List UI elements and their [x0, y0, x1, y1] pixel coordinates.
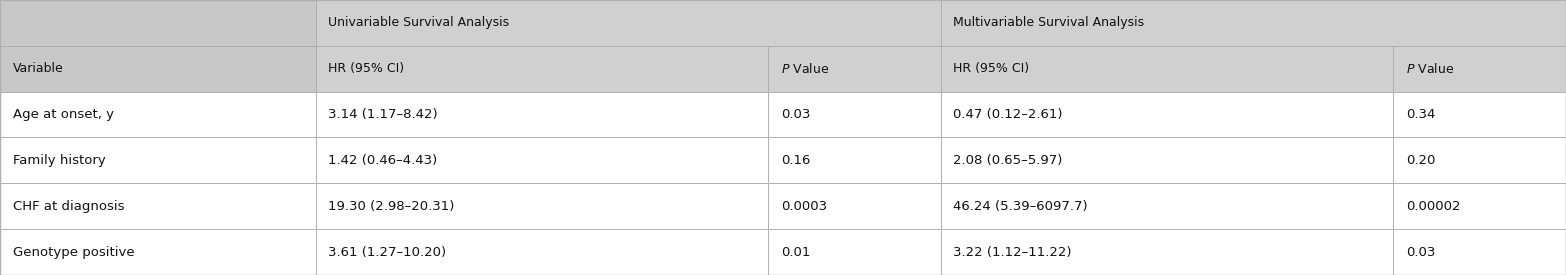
Text: Age at onset, y: Age at onset, y — [13, 108, 113, 121]
Bar — [1394, 46, 1566, 92]
Text: 0.01: 0.01 — [781, 246, 810, 258]
Text: 0.0003: 0.0003 — [781, 200, 827, 213]
Bar — [769, 138, 941, 183]
Bar — [0, 229, 316, 275]
Bar — [769, 92, 941, 138]
Text: CHF at diagnosis: CHF at diagnosis — [13, 200, 124, 213]
Bar — [316, 229, 769, 275]
Text: 3.14 (1.17–8.42): 3.14 (1.17–8.42) — [329, 108, 438, 121]
Text: Family history: Family history — [13, 154, 105, 167]
Bar — [0, 183, 316, 229]
Bar — [1394, 183, 1566, 229]
Text: 0.00002: 0.00002 — [1406, 200, 1461, 213]
Text: 19.30 (2.98–20.31): 19.30 (2.98–20.31) — [329, 200, 454, 213]
Text: Genotype positive: Genotype positive — [13, 246, 135, 258]
Text: 3.22 (1.12–11.22): 3.22 (1.12–11.22) — [954, 246, 1073, 258]
Bar — [769, 229, 941, 275]
Text: HR (95% CI): HR (95% CI) — [954, 62, 1029, 75]
Text: Univariable Survival Analysis: Univariable Survival Analysis — [329, 16, 509, 29]
Text: 2.08 (0.65–5.97): 2.08 (0.65–5.97) — [954, 154, 1063, 167]
Bar — [0, 138, 316, 183]
Bar — [941, 92, 1394, 138]
Bar — [316, 183, 769, 229]
Bar — [941, 46, 1394, 92]
Bar — [0, 46, 316, 92]
Bar — [1394, 92, 1566, 138]
Text: 1.42 (0.46–4.43): 1.42 (0.46–4.43) — [329, 154, 437, 167]
Bar — [316, 92, 769, 138]
Bar — [769, 46, 941, 92]
Text: Multivariable Survival Analysis: Multivariable Survival Analysis — [954, 16, 1145, 29]
Bar — [941, 0, 1566, 46]
Text: 0.47 (0.12–2.61): 0.47 (0.12–2.61) — [954, 108, 1063, 121]
Text: Variable: Variable — [13, 62, 63, 75]
Bar — [316, 0, 941, 46]
Text: 0.16: 0.16 — [781, 154, 810, 167]
Bar — [941, 138, 1394, 183]
Bar — [0, 0, 316, 46]
Bar — [1394, 229, 1566, 275]
Bar — [769, 183, 941, 229]
Text: $P$ Value: $P$ Value — [781, 62, 828, 76]
Text: 0.03: 0.03 — [1406, 246, 1434, 258]
Bar — [0, 92, 316, 138]
Text: 0.34: 0.34 — [1406, 108, 1434, 121]
Text: $P$ Value: $P$ Value — [1406, 62, 1455, 76]
Bar — [941, 229, 1394, 275]
Text: 0.03: 0.03 — [781, 108, 810, 121]
Bar — [316, 46, 769, 92]
Bar — [1394, 138, 1566, 183]
Text: 3.61 (1.27–10.20): 3.61 (1.27–10.20) — [329, 246, 446, 258]
Text: HR (95% CI): HR (95% CI) — [329, 62, 404, 75]
Text: 0.20: 0.20 — [1406, 154, 1434, 167]
Bar — [316, 138, 769, 183]
Text: 46.24 (5.39–6097.7): 46.24 (5.39–6097.7) — [954, 200, 1088, 213]
Bar — [941, 183, 1394, 229]
